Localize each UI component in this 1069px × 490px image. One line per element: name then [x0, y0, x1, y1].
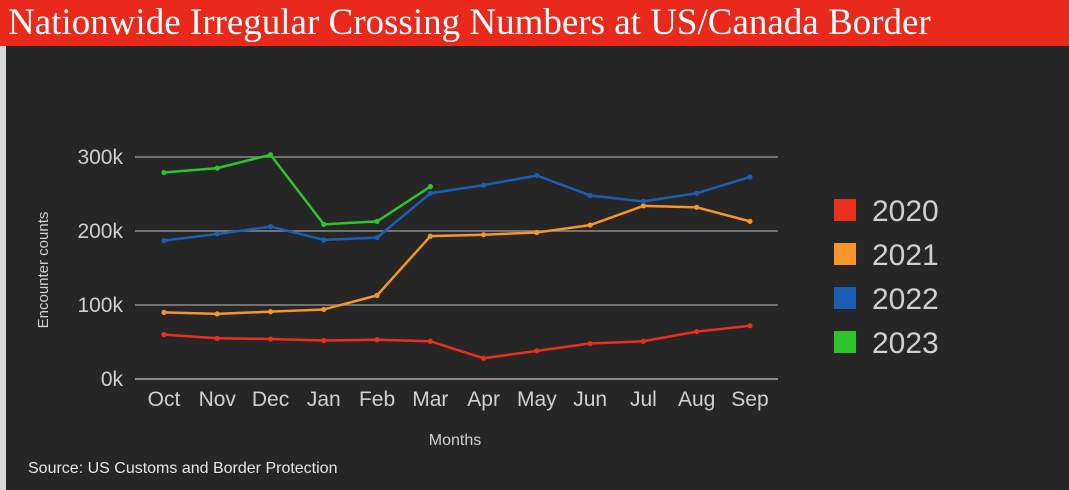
- legend-swatch: [834, 199, 856, 221]
- x-tick-label: Jul: [630, 388, 657, 411]
- data-point: [427, 233, 433, 239]
- x-tick-label: Mar: [412, 388, 448, 411]
- data-point: [534, 229, 540, 236]
- legend-item: 2021: [834, 239, 939, 272]
- data-point: [694, 329, 700, 335]
- y-axis-label: Encounter counts: [35, 212, 52, 329]
- data-point: [747, 218, 753, 224]
- x-tick-label: Nov: [199, 388, 237, 411]
- data-point: [161, 309, 167, 315]
- data-point: [587, 192, 593, 199]
- data-point: [321, 237, 327, 243]
- series-2020: [161, 323, 753, 361]
- legend-swatch: [834, 243, 856, 265]
- x-tick-label: Feb: [359, 388, 395, 411]
- data-point: [534, 348, 540, 354]
- data-point: [481, 182, 487, 188]
- series-lines: [161, 152, 753, 361]
- legend-label: 2023: [872, 327, 939, 360]
- source-note: Source: US Customs and Border Protection: [28, 460, 338, 477]
- data-point: [161, 169, 167, 176]
- x-tick-label: Sep: [731, 388, 768, 411]
- legend-swatch: [834, 331, 856, 353]
- data-point: [267, 152, 274, 158]
- series-2021: [161, 203, 753, 317]
- data-point: [534, 172, 540, 179]
- data-point: [161, 332, 167, 338]
- page-title: Nationwide Irregular Crossing Numbers at…: [8, 2, 931, 43]
- y-tick-label: 100k: [77, 294, 123, 317]
- data-point: [640, 338, 647, 344]
- data-point: [374, 235, 380, 241]
- x-tick-label: Oct: [148, 388, 181, 411]
- data-point: [374, 337, 380, 343]
- series-2022: [161, 172, 753, 244]
- data-point: [694, 190, 700, 196]
- x-axis-ticks: Oct Nov Dec Jan Feb Mar Apr May Jun Jul Aug Sep: [148, 388, 769, 411]
- legend-item: 2023: [834, 327, 939, 360]
- y-axis-ticks: 0k 100k 200k 300k: [77, 146, 123, 391]
- data-point: [321, 337, 327, 344]
- data-point: [321, 306, 327, 313]
- data-point: [374, 218, 380, 224]
- title-bar: Nationwide Irregular Crossing Numbers at…: [0, 0, 1069, 46]
- series-line: [163, 153, 432, 226]
- x-tick-label: May: [517, 388, 557, 411]
- data-point: [587, 222, 593, 228]
- x-tick-label: Jan: [307, 388, 341, 411]
- data-point: [214, 165, 220, 171]
- x-axis-label: Months: [429, 432, 481, 449]
- data-point: [374, 292, 380, 298]
- data-point: [747, 323, 753, 329]
- series-2023: [161, 152, 433, 227]
- data-point: [321, 221, 327, 227]
- data-point: [694, 204, 700, 210]
- data-point: [427, 190, 433, 196]
- x-tick-label: Jun: [573, 388, 607, 411]
- data-point: [427, 338, 433, 344]
- data-point: [267, 223, 274, 230]
- legend-label: 2020: [872, 195, 939, 228]
- y-tick-label: 300k: [77, 146, 123, 169]
- x-tick-label: Dec: [252, 388, 289, 411]
- legend: 2020 2021 2022 2023: [834, 195, 939, 360]
- data-point: [427, 184, 433, 190]
- data-point: [481, 232, 487, 238]
- legend-label: 2022: [872, 283, 939, 316]
- data-point: [267, 309, 274, 315]
- series-line: [163, 204, 751, 316]
- legend-item: 2020: [834, 195, 939, 228]
- x-tick-label: Apr: [467, 388, 500, 411]
- legend-swatch: [834, 287, 856, 309]
- y-tick-label: 200k: [77, 220, 123, 243]
- y-tick-label: 0k: [101, 368, 124, 391]
- series-line: [163, 174, 751, 242]
- data-point: [267, 336, 274, 342]
- data-point: [214, 335, 220, 341]
- data-point: [161, 238, 167, 244]
- data-point: [587, 340, 593, 347]
- data-point: [214, 311, 220, 317]
- data-point: [640, 203, 647, 209]
- data-point: [640, 198, 647, 204]
- series-line: [163, 324, 751, 360]
- data-point: [481, 355, 487, 361]
- x-tick-label: Aug: [678, 388, 715, 411]
- left-divider: [0, 46, 6, 490]
- data-point: [214, 231, 220, 237]
- legend-label: 2021: [872, 239, 939, 272]
- legend-item: 2022: [834, 283, 939, 316]
- data-point: [747, 174, 753, 180]
